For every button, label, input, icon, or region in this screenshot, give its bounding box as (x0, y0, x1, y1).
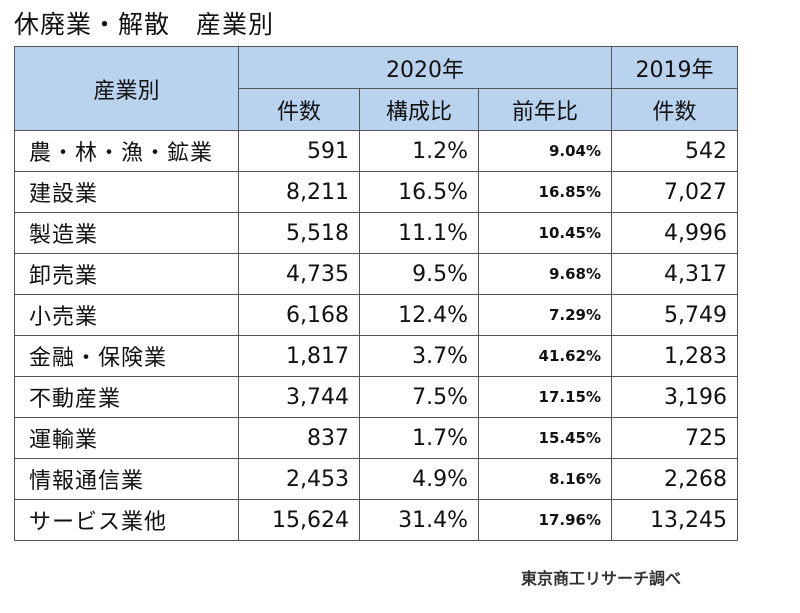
count-2020: 15,624 (238, 499, 360, 541)
count-2020: 8,211 (238, 171, 360, 213)
header-count-2019: 件数 (611, 88, 738, 131)
yoy: 7.29% (478, 294, 612, 336)
table-row: 卸売業 4,735 9.5% 9.68% 4,317 (14, 253, 738, 295)
yoy: 16.85% (478, 171, 612, 213)
industry-name: 情報通信業 (14, 458, 239, 500)
count-2019: 1,283 (611, 335, 738, 377)
share: 9.5% (359, 253, 479, 295)
table-row: 不動産業 3,744 7.5% 17.15% 3,196 (14, 376, 738, 418)
count-2020: 837 (238, 417, 360, 459)
table-row: 建設業 8,211 16.5% 16.85% 7,027 (14, 171, 738, 213)
count-2020: 591 (238, 130, 360, 172)
count-2020: 3,744 (238, 376, 360, 418)
yoy: 9.04% (478, 130, 612, 172)
share: 1.7% (359, 417, 479, 459)
count-2019: 7,027 (611, 171, 738, 213)
industry-name: 運輸業 (14, 417, 239, 459)
yoy: 17.96% (478, 499, 612, 541)
share: 11.1% (359, 212, 479, 254)
industry-name: 農・林・漁・鉱業 (14, 130, 239, 172)
industry-name: 金融・保険業 (14, 335, 239, 377)
count-2020: 5,518 (238, 212, 360, 254)
header-row-years: 産業別 2020年 2019年 (14, 46, 738, 131)
share: 31.4% (359, 499, 479, 541)
table-row: 金融・保険業 1,817 3.7% 41.62% 1,283 (14, 335, 738, 377)
industry-name: 建設業 (14, 171, 239, 213)
count-2019: 5,749 (611, 294, 738, 336)
share: 3.7% (359, 335, 479, 377)
count-2019: 2,268 (611, 458, 738, 500)
table-row: 運輸業 837 1.7% 15.45% 725 (14, 417, 738, 459)
header-yoy: 前年比 (478, 88, 612, 131)
count-2019: 3,196 (611, 376, 738, 418)
count-2019: 13,245 (611, 499, 738, 541)
yoy: 8.16% (478, 458, 612, 500)
count-2019: 542 (611, 130, 738, 172)
source-note: 東京商工リサーチ調べ (521, 569, 682, 588)
header-industry: 産業別 (14, 46, 239, 131)
header-row-columns: 件数 構成比 前年比 件数 (15, 88, 738, 131)
share: 16.5% (359, 171, 479, 213)
count-2019: 725 (611, 417, 738, 459)
industry-table: 産業別 2020年 2019年 件数 構成比 前年比 件数 農・林・漁・鉱業 5… (14, 46, 738, 541)
count-2020: 2,453 (238, 458, 360, 500)
table-row: 小売業 6,168 12.4% 7.29% 5,749 (14, 294, 738, 336)
yoy: 10.45% (478, 212, 612, 254)
yoy: 9.68% (478, 253, 612, 295)
table-row: 情報通信業 2,453 4.9% 8.16% 2,268 (14, 458, 738, 500)
table-row: 製造業 5,518 11.1% 10.45% 4,996 (14, 212, 738, 254)
share: 1.2% (359, 130, 479, 172)
industry-name: 卸売業 (14, 253, 239, 295)
yoy: 17.15% (478, 376, 612, 418)
header-year-2020: 2020年 (238, 46, 612, 89)
header-year-2019: 2019年 (611, 46, 738, 89)
page-title: 休廃業・解散 産業別 (14, 10, 275, 39)
yoy: 41.62% (478, 335, 612, 377)
count-2019: 4,996 (611, 212, 738, 254)
count-2020: 1,817 (238, 335, 360, 377)
industry-name: サービス業他 (14, 499, 239, 541)
share: 12.4% (359, 294, 479, 336)
industry-name: 不動産業 (14, 376, 239, 418)
share: 7.5% (359, 376, 479, 418)
count-2020: 4,735 (238, 253, 360, 295)
industry-name: 小売業 (14, 294, 239, 336)
table-row: サービス業他 15,624 31.4% 17.96% 13,245 (14, 499, 738, 541)
industry-name: 製造業 (14, 212, 239, 254)
count-2019: 4,317 (611, 253, 738, 295)
header-share: 構成比 (359, 88, 479, 131)
header-count-2020: 件数 (238, 88, 360, 131)
table-row: 農・林・漁・鉱業 591 1.2% 9.04% 542 (14, 130, 738, 172)
count-2020: 6,168 (238, 294, 360, 336)
share: 4.9% (359, 458, 479, 500)
yoy: 15.45% (478, 417, 612, 459)
